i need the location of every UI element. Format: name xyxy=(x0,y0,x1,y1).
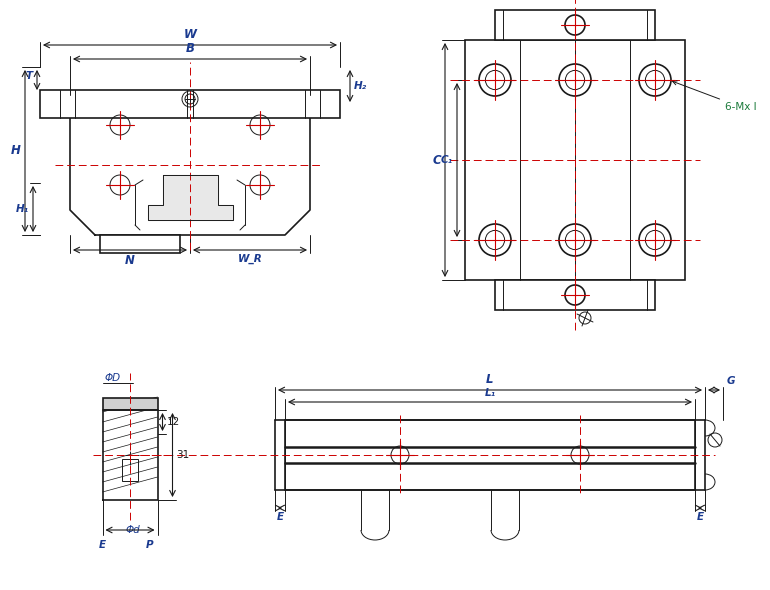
Text: W_R: W_R xyxy=(238,254,263,264)
Text: ΦD: ΦD xyxy=(105,373,121,383)
Text: C: C xyxy=(433,153,441,166)
Bar xyxy=(40,90,340,118)
Text: H₂: H₂ xyxy=(354,81,367,91)
Bar xyxy=(495,10,655,40)
Text: N: N xyxy=(125,254,135,267)
Text: H: H xyxy=(11,145,21,158)
Text: E: E xyxy=(696,512,704,522)
Text: Φd: Φd xyxy=(125,525,139,535)
Text: P: P xyxy=(146,540,154,550)
Text: T: T xyxy=(26,71,33,81)
Text: W: W xyxy=(183,28,196,41)
Bar xyxy=(122,459,138,481)
Bar xyxy=(100,235,180,253)
Polygon shape xyxy=(148,175,233,220)
Bar xyxy=(495,280,655,310)
Bar xyxy=(465,40,685,280)
Text: H₁: H₁ xyxy=(16,204,29,214)
Text: B: B xyxy=(186,42,195,55)
Text: 12: 12 xyxy=(166,417,179,427)
Text: 6-Mx l: 6-Mx l xyxy=(673,81,757,112)
Text: L₁: L₁ xyxy=(484,388,496,398)
Text: 31: 31 xyxy=(176,450,189,460)
Text: L: L xyxy=(486,373,494,386)
Bar xyxy=(102,398,158,410)
Polygon shape xyxy=(70,95,310,235)
Polygon shape xyxy=(102,410,158,500)
Text: E: E xyxy=(276,512,283,522)
Text: G: G xyxy=(727,376,735,386)
Text: C₁: C₁ xyxy=(441,155,453,165)
Text: E: E xyxy=(99,540,106,550)
Bar xyxy=(285,420,695,490)
